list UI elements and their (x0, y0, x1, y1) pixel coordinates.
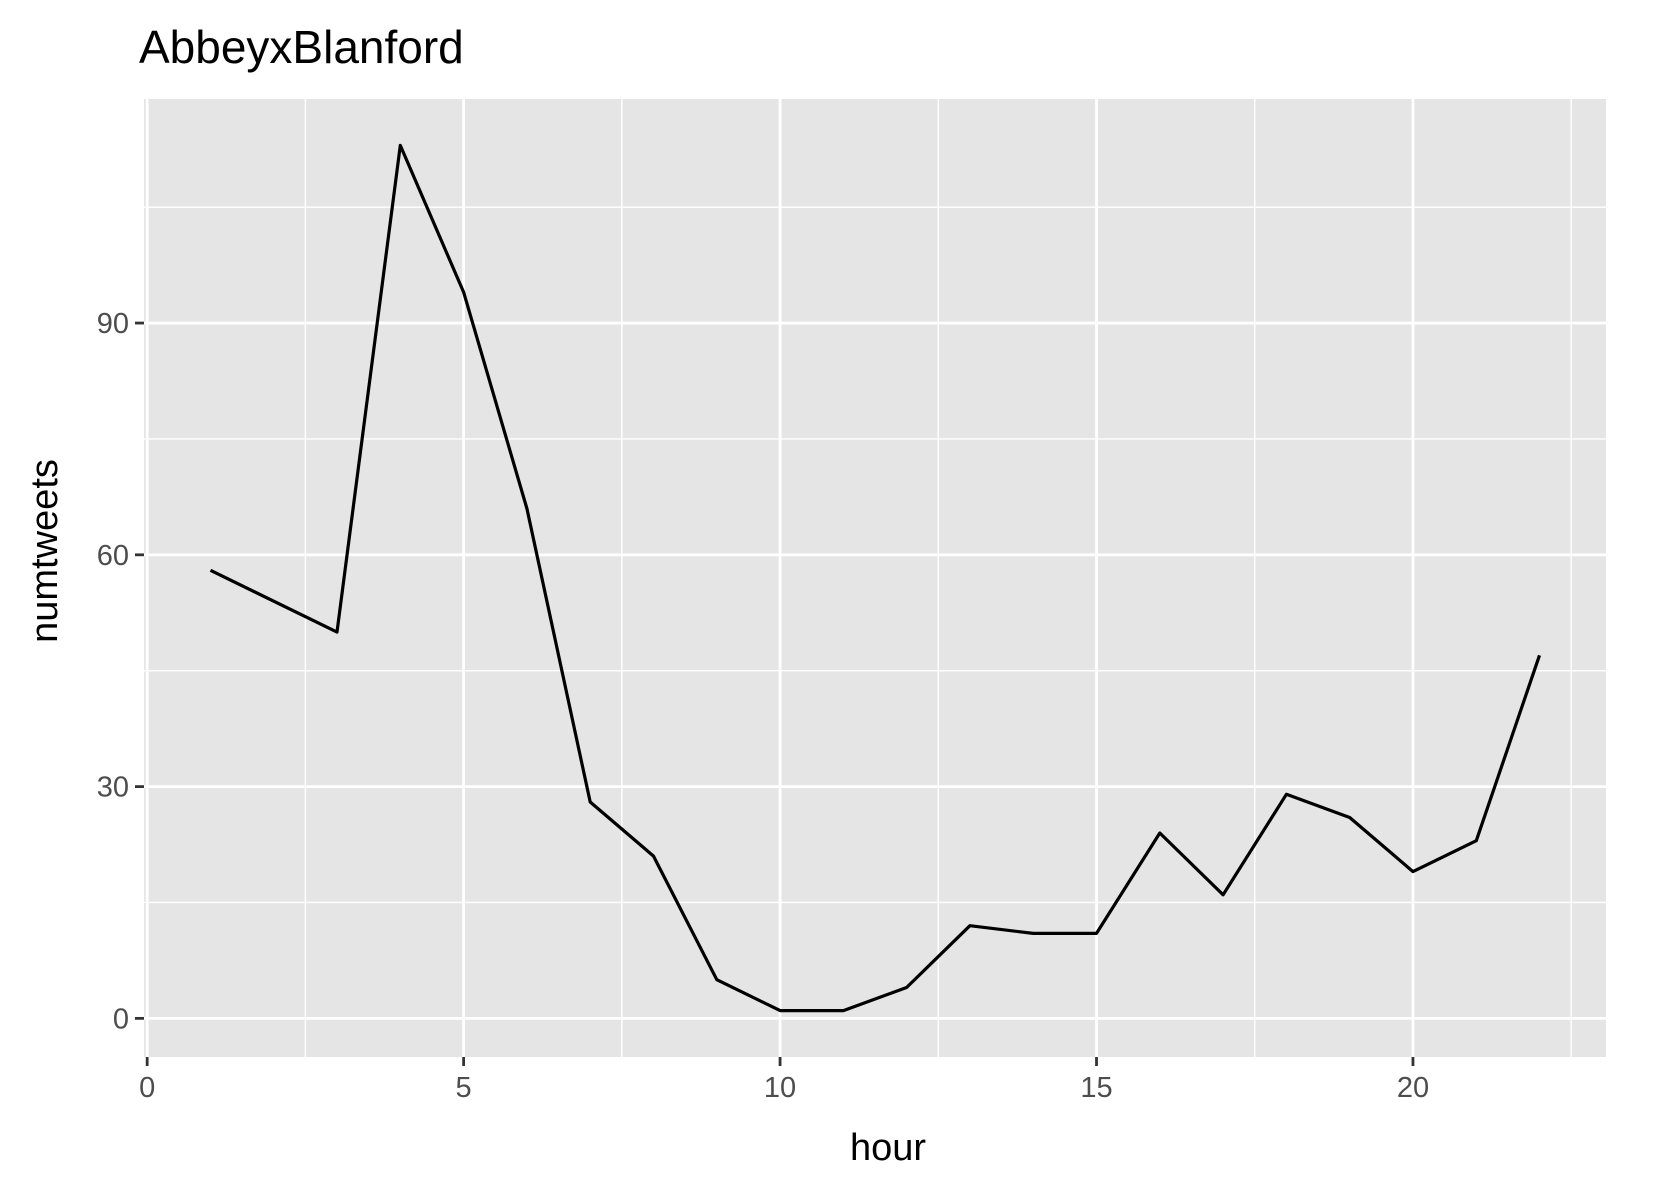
y-tick-label: 0 (113, 1003, 129, 1035)
minor-gridlines (144, 99, 1606, 1057)
y-tick-label: 90 (97, 308, 129, 340)
x-tick-label: 5 (456, 1072, 472, 1104)
series-layer (209, 143, 1542, 1013)
x-tick-label: 0 (139, 1072, 155, 1104)
y-axis-title: numtweets (24, 459, 66, 643)
x-axis: 0 5 10 15 20 (139, 1057, 1429, 1104)
series-line (209, 143, 1542, 1013)
x-tick-label: 10 (764, 1072, 796, 1104)
y-axis: 0 30 60 90 (97, 308, 144, 1035)
x-tick-label: 15 (1080, 1072, 1112, 1104)
chart-title: AbbeyxBlanford (139, 21, 464, 73)
major-gridlines (144, 99, 1606, 1057)
y-tick-label: 30 (97, 772, 129, 804)
x-tick-label: 20 (1397, 1072, 1429, 1104)
x-axis-title: hour (850, 1127, 926, 1169)
y-tick-label: 60 (97, 540, 129, 572)
plot-panel (144, 99, 1606, 1057)
